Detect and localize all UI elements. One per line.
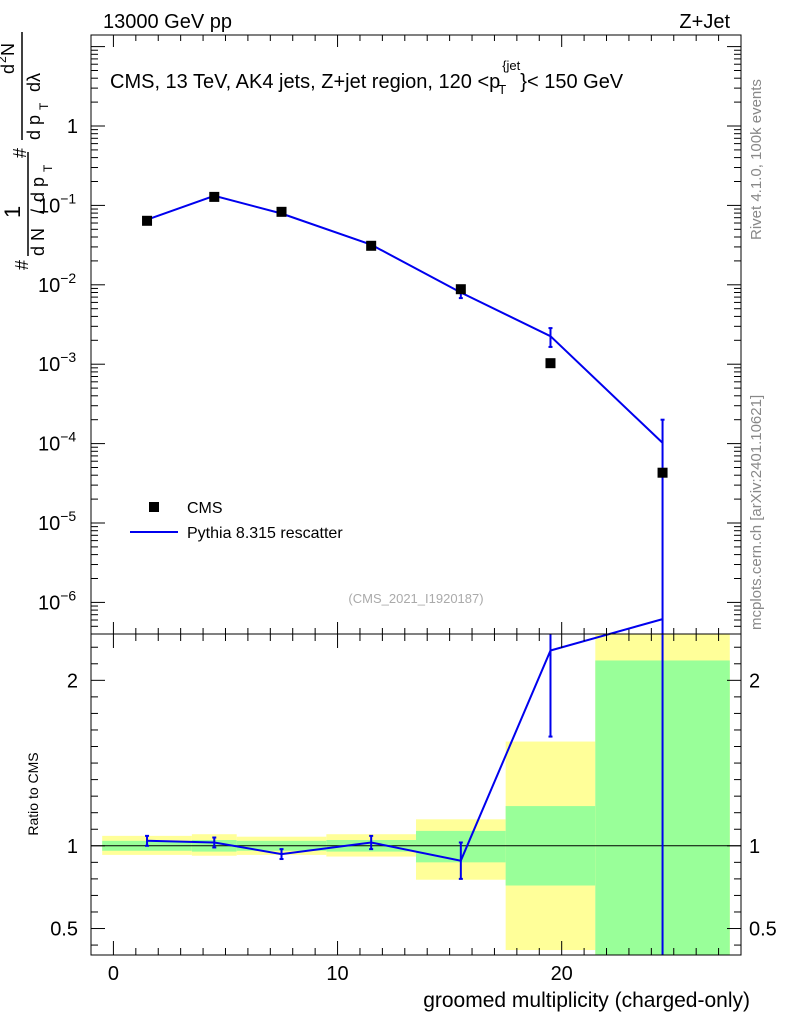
ylabel-T2: T bbox=[37, 102, 51, 110]
main-y-tick-label-base: 1 bbox=[67, 116, 78, 138]
ylabel-dlambda: dλ bbox=[24, 73, 44, 92]
main-frame bbox=[90, 34, 742, 635]
mc-series-main bbox=[145, 194, 665, 634]
main-y-tick-label-base: 10 bbox=[38, 434, 60, 456]
main-y-tick-label: 10−5 bbox=[38, 508, 76, 535]
cms-data-point bbox=[142, 215, 153, 226]
ylabel-dN: d N bbox=[28, 228, 48, 256]
main-y-tick-label: 10−1 bbox=[38, 190, 76, 217]
ratio-y-tick-label-left: 1 bbox=[67, 836, 78, 858]
mcplots-label: mcplots.cern.ch [arXiv:2401.10621] bbox=[748, 395, 765, 630]
mc-line-main bbox=[146, 194, 664, 444]
ylabel-N: N bbox=[0, 43, 18, 56]
analysis-watermark: (CMS_2021_I1920187) bbox=[348, 591, 483, 606]
main-y-tick-label-exp: −4 bbox=[60, 429, 76, 445]
ratio-y-tick-label-right: 0.5 bbox=[749, 919, 777, 941]
legend-label-cms: CMS bbox=[187, 500, 223, 517]
ratio-y-tick-label-right: 1 bbox=[749, 836, 760, 858]
main-y-tick-label-exp: −1 bbox=[60, 190, 76, 206]
ratio-y-tick-label-right: 2 bbox=[749, 670, 760, 692]
mc-series-ratio bbox=[145, 618, 664, 955]
legend-label-mc: Pythia 8.315 rescatter bbox=[187, 525, 343, 542]
plot-title: CMS, 13 TeV, AK4 jets, Z+jet region, 120… bbox=[110, 58, 624, 97]
main-y-tick-label-base: 10 bbox=[38, 592, 60, 614]
cms-data-point bbox=[209, 191, 220, 202]
cms-data-point bbox=[455, 284, 466, 295]
ylabel-T1: T bbox=[41, 164, 55, 172]
rivet-label: Rivet 4.1.0, 100k events bbox=[748, 79, 765, 240]
ylabel-dpT: d p bbox=[24, 115, 44, 140]
ratio-frame bbox=[90, 633, 742, 956]
ylabel-hash1: # bbox=[12, 260, 32, 270]
cms-data-series bbox=[142, 191, 668, 478]
plot-title-brace: } bbox=[520, 71, 527, 93]
main-y-tick-label-base: 10 bbox=[38, 275, 60, 297]
cms-data-point bbox=[366, 240, 377, 251]
main-y-tick-label: 10−6 bbox=[38, 587, 76, 614]
plot-title-main: CMS, 13 TeV, AK4 jets, Z+jet region, 120… bbox=[110, 71, 489, 93]
plot-title-sup: {jet bbox=[502, 58, 520, 73]
ratio-y-tick-label-left: 2 bbox=[67, 670, 78, 692]
main-y-tick-label: 10−3 bbox=[38, 349, 76, 376]
cms-data-point bbox=[545, 358, 556, 369]
main-y-tick-label-exp: −3 bbox=[60, 349, 76, 365]
ylabel-hash2: # bbox=[10, 148, 30, 158]
cms-data-point bbox=[276, 206, 287, 217]
ylabel-dp: d p bbox=[28, 177, 48, 202]
ratio-x-tick-label: 10 bbox=[326, 963, 348, 985]
header-left: 13000 GeV pp bbox=[103, 11, 232, 33]
ylabel-slash: / bbox=[28, 209, 48, 214]
ratio-uncertainty-bands bbox=[91, 634, 741, 955]
plot-title-p: p bbox=[489, 71, 500, 93]
plot-title-tail: < 150 GeV bbox=[527, 71, 624, 93]
main-y-tick-label-base: 10 bbox=[38, 354, 60, 376]
main-y-tick-label-exp: −2 bbox=[60, 270, 76, 286]
y-axis-label-main: # 1 d N / d p T # d 2 N d p T dλ bbox=[0, 32, 55, 270]
main-axes: 10−610−510−410−310−210−11 bbox=[38, 34, 742, 635]
ylabel-one: 1 bbox=[0, 206, 25, 218]
main-y-tick-label: 1 bbox=[67, 116, 78, 138]
ratio-x-tick-label: 0 bbox=[108, 963, 119, 985]
ratio-axes: 0 10 20 0.5 0.5 1 1 2 2 bbox=[50, 633, 777, 985]
ratio-y-tick-label-left: 0.5 bbox=[50, 919, 78, 941]
main-y-tick-label-exp: −6 bbox=[60, 587, 76, 603]
cms-data-point bbox=[657, 467, 668, 478]
plot-title-sub: T bbox=[498, 82, 506, 97]
main-y-tick-label-exp: −5 bbox=[60, 508, 76, 524]
main-y-tick-label-base: 10 bbox=[38, 195, 60, 217]
ylabel-two: 2 bbox=[0, 56, 9, 63]
y-axis-label-ratio: Ratio to CMS bbox=[25, 752, 41, 835]
ylabel-d2N: d bbox=[0, 64, 18, 74]
main-y-tick-label-base: 10 bbox=[38, 513, 60, 535]
main-y-tick-label: 10−4 bbox=[38, 429, 76, 456]
x-axis-label: groomed multiplicity (charged-only) bbox=[423, 989, 750, 1012]
legend-marker-cms bbox=[149, 502, 159, 512]
header-right: Z+Jet bbox=[679, 11, 730, 33]
main-y-tick-label: 10−2 bbox=[38, 270, 76, 297]
ratio-x-tick-label: 20 bbox=[551, 963, 573, 985]
